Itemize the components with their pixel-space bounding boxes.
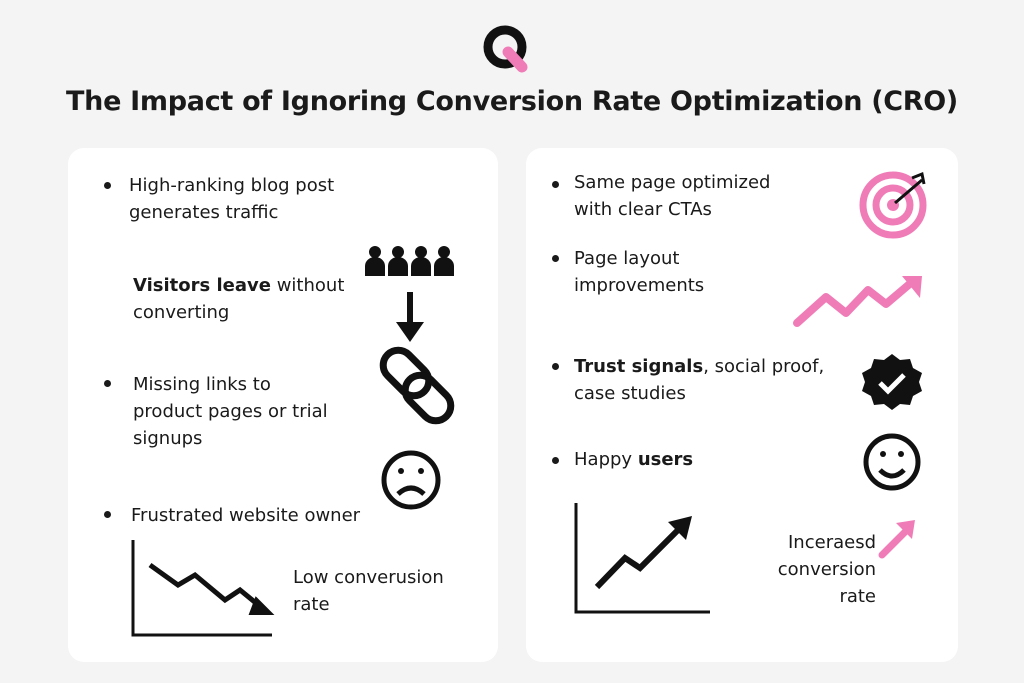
left-panel <box>68 148 498 662</box>
dart-tail <box>911 171 926 185</box>
bullet <box>552 457 559 464</box>
chart-label: Low converusion rate <box>293 567 444 615</box>
zigzag-head <box>902 276 922 298</box>
item-text: Happy users <box>574 446 774 473</box>
logo-ring <box>483 25 527 69</box>
bold-text: Visitors leave <box>133 275 271 296</box>
item-text: High-ranking blog post generates traffic <box>129 175 335 223</box>
item-text: , social proof, case studies <box>574 356 825 404</box>
dart <box>894 178 923 205</box>
bullet <box>104 380 111 387</box>
up-chart <box>574 503 710 614</box>
down-chart <box>131 540 275 637</box>
eye <box>880 451 886 457</box>
bullet <box>552 363 559 370</box>
zigzag-up <box>793 278 916 327</box>
item-text: Missing links to product pages or trial … <box>133 374 328 449</box>
item-text: Visitors leave without converting <box>133 272 358 326</box>
pink-arrow <box>878 528 909 559</box>
down-arrow <box>396 292 424 342</box>
pink-arrow-head <box>896 520 915 539</box>
item-text: Trust signals, social proof, case studie… <box>574 353 844 407</box>
item-text: Happy <box>574 449 633 470</box>
bullet <box>552 181 559 188</box>
title: The Impact of Ignoring Conversion Rate O… <box>66 86 958 117</box>
smiley <box>863 433 921 491</box>
bullet <box>104 182 111 189</box>
item-text: without converting <box>133 275 345 323</box>
chart-label: Inceraesd conversion rate <box>777 532 876 607</box>
item-text: Frustrated website owner <box>131 505 361 526</box>
target-icon <box>859 171 927 239</box>
badge-icon <box>862 354 922 410</box>
bold-text: Trust signals <box>574 356 704 377</box>
eye <box>898 451 904 457</box>
bullet <box>552 255 559 262</box>
bullet <box>104 511 111 518</box>
up-chart-head <box>668 516 692 540</box>
item-text: Same page optimized with clear CTAs <box>574 172 771 220</box>
logo-handle <box>502 46 528 73</box>
eye <box>398 468 404 474</box>
sad-face <box>381 450 441 510</box>
bold-text: users <box>637 449 694 470</box>
chain-icon <box>379 346 455 425</box>
eye <box>418 468 424 474</box>
item-text: Page layout improvements <box>574 248 705 296</box>
people-icon <box>365 246 454 276</box>
